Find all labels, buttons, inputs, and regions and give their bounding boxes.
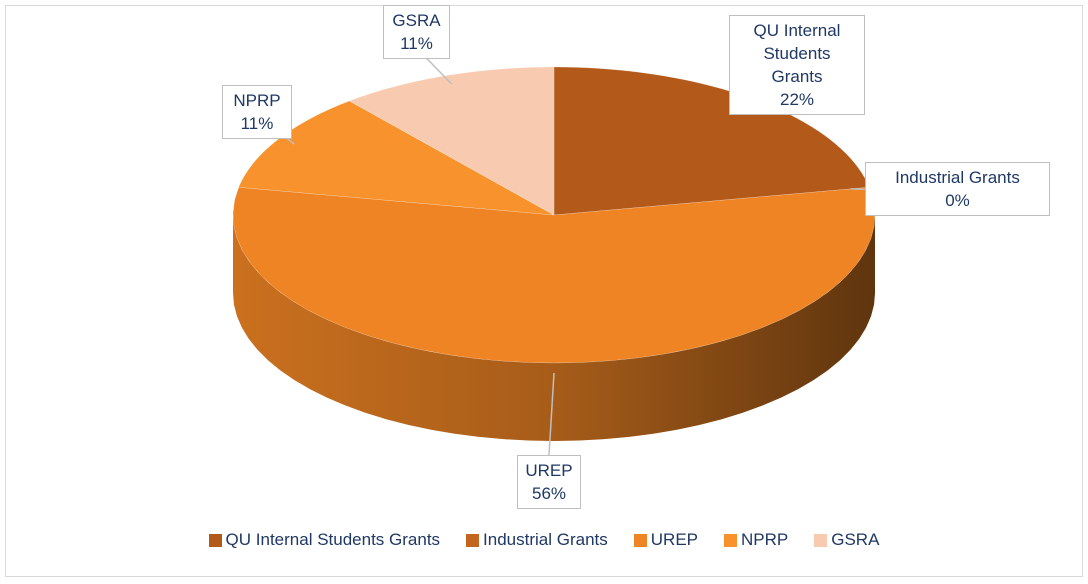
data-label-name: UREP [525, 461, 573, 480]
legend-item: UREP [633, 530, 699, 550]
slice [238, 100, 555, 216]
data-label-value: 11% [240, 114, 274, 133]
legend-item: NPRP [724, 530, 788, 550]
data-label: GSRA 11% [383, 5, 450, 59]
legend-label: Industrial Grants [483, 530, 608, 549]
legend-swatch [466, 533, 480, 547]
slice [348, 66, 555, 216]
data-label-name: GSRA [392, 11, 441, 30]
data-label: QU Internal Students Grants 22% [729, 15, 865, 115]
chart-frame [5, 5, 1083, 577]
data-label-value: 0% [945, 191, 970, 210]
data-label-value: 56% [531, 484, 567, 503]
data-label-name: NPRP [233, 91, 281, 110]
callout-leader [548, 372, 555, 456]
data-label-value: 11% [400, 34, 433, 53]
legend-label: GSRA [831, 530, 880, 549]
data-label-name: Industrial Grants [895, 168, 1020, 187]
legend: QU Internal Students Grants Industrial Gr… [0, 530, 1088, 550]
legend-swatch [814, 533, 828, 547]
data-label-value: 22% [779, 90, 815, 109]
slice [232, 187, 876, 364]
data-label: NPRP 11% [222, 85, 292, 139]
legend-swatch [208, 533, 222, 547]
legend-label: UREP [650, 530, 699, 549]
data-label-name: QU Internal Students Grants [753, 21, 841, 86]
legend-item: QU Internal Students Grants [208, 530, 441, 550]
legend-swatch [724, 533, 738, 547]
legend-item: GSRA [814, 530, 879, 550]
data-label: Industrial Grants 0% [865, 162, 1050, 216]
legend-item: Industrial Grants [466, 530, 608, 550]
legend-label: QU Internal Students Grants [225, 530, 441, 549]
data-label: UREP 56% [517, 455, 581, 509]
legend-swatch [633, 533, 647, 547]
slice-side-shade [233, 215, 875, 441]
legend-label: NPRP [741, 530, 789, 549]
